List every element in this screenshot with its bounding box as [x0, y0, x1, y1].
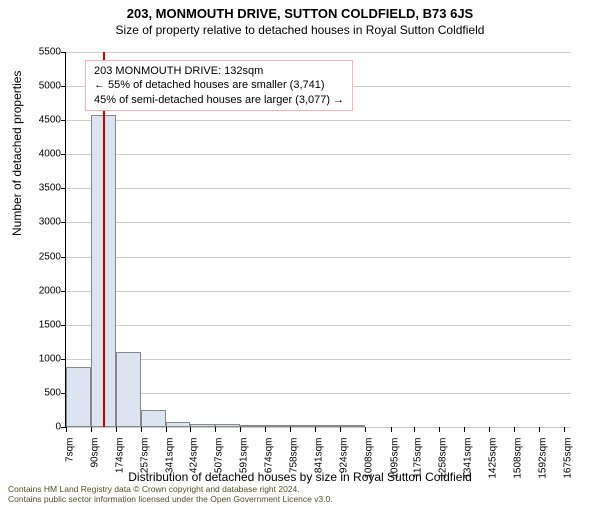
histogram-bar [166, 422, 191, 427]
ytick-mark [61, 86, 66, 87]
attribution: Contains HM Land Registry data © Crown c… [8, 485, 333, 504]
xtick-label: 257sqm [139, 438, 150, 474]
xtick-mark [514, 427, 515, 432]
xtick-mark [391, 427, 392, 432]
xtick-label: 424sqm [189, 438, 200, 474]
histogram-bar [265, 425, 290, 427]
xtick-mark [91, 427, 92, 432]
xtick-mark [340, 427, 341, 432]
xtick-mark [190, 427, 191, 432]
xtick-label: 674sqm [263, 438, 274, 474]
xtick-label: 7sqm [65, 438, 76, 462]
xtick-mark [539, 427, 540, 432]
ytick-label: 0 [21, 422, 61, 433]
xtick-label: 90sqm [89, 438, 100, 468]
ytick-mark [61, 154, 66, 155]
gridline [66, 427, 571, 428]
histogram-bar [66, 367, 91, 427]
ytick-mark [61, 257, 66, 258]
ytick-mark [61, 120, 66, 121]
xtick-mark [141, 427, 142, 432]
xtick-mark [315, 427, 316, 432]
ytick-label: 500 [21, 387, 61, 398]
xtick-mark [489, 427, 490, 432]
gridline [66, 359, 571, 360]
histogram-bar [141, 410, 166, 427]
xtick-mark [240, 427, 241, 432]
histogram-bar [315, 425, 340, 427]
xtick-label: 507sqm [214, 438, 225, 474]
xtick-label: 924sqm [338, 438, 349, 474]
xtick-label: 841sqm [313, 438, 324, 474]
ytick-label: 5500 [21, 47, 61, 58]
histogram-bar [190, 424, 215, 427]
xtick-mark [564, 427, 565, 432]
x-axis-label: Distribution of detached houses by size … [0, 470, 600, 484]
histogram-chart: 0500100015002000250030003500400045005000… [65, 52, 570, 427]
ytick-label: 2000 [21, 285, 61, 296]
gridline [66, 393, 571, 394]
gridline [66, 52, 571, 53]
xtick-label: 174sqm [114, 438, 125, 474]
xtick-mark [116, 427, 117, 432]
xtick-mark [414, 427, 415, 432]
ytick-mark [61, 291, 66, 292]
xtick-label: 758sqm [289, 438, 300, 474]
ytick-label: 5000 [21, 81, 61, 92]
page-subtitle: Size of property relative to detached ho… [0, 23, 600, 37]
ytick-label: 4000 [21, 149, 61, 160]
ytick-label: 3000 [21, 217, 61, 228]
xtick-label: 341sqm [164, 438, 175, 474]
ytick-label: 2500 [21, 251, 61, 262]
ytick-mark [61, 359, 66, 360]
annotation-box: 203 MONMOUTH DRIVE: 132sqm ← 55% of deta… [85, 60, 353, 111]
ytick-mark [61, 222, 66, 223]
gridline [66, 291, 571, 292]
ytick-mark [61, 188, 66, 189]
ytick-label: 3500 [21, 183, 61, 194]
xtick-mark [215, 427, 216, 432]
xtick-mark [166, 427, 167, 432]
ytick-label: 4500 [21, 115, 61, 126]
ytick-label: 1000 [21, 353, 61, 364]
xtick-mark [290, 427, 291, 432]
histogram-bar [290, 425, 315, 427]
ytick-mark [61, 52, 66, 53]
xtick-mark [464, 427, 465, 432]
attribution-line2: Contains public sector information licen… [8, 495, 333, 504]
annotation-line2: ← 55% of detached houses are smaller (3,… [94, 78, 344, 92]
xtick-label: 591sqm [239, 438, 250, 474]
histogram-bar [116, 352, 141, 427]
page-title: 203, MONMOUTH DRIVE, SUTTON COLDFIELD, B… [0, 6, 600, 21]
histogram-bar [340, 425, 365, 427]
gridline [66, 154, 571, 155]
xtick-mark [365, 427, 366, 432]
gridline [66, 188, 571, 189]
gridline [66, 222, 571, 223]
ytick-label: 1500 [21, 319, 61, 330]
ytick-mark [61, 325, 66, 326]
xtick-mark [439, 427, 440, 432]
histogram-bar [240, 425, 265, 427]
annotation-line3: 45% of semi-detached houses are larger (… [94, 93, 344, 107]
xtick-mark [265, 427, 266, 432]
xtick-mark [66, 427, 67, 432]
gridline [66, 120, 571, 121]
histogram-bar [215, 424, 240, 427]
gridline [66, 257, 571, 258]
annotation-line1: 203 MONMOUTH DRIVE: 132sqm [94, 64, 344, 78]
gridline [66, 325, 571, 326]
